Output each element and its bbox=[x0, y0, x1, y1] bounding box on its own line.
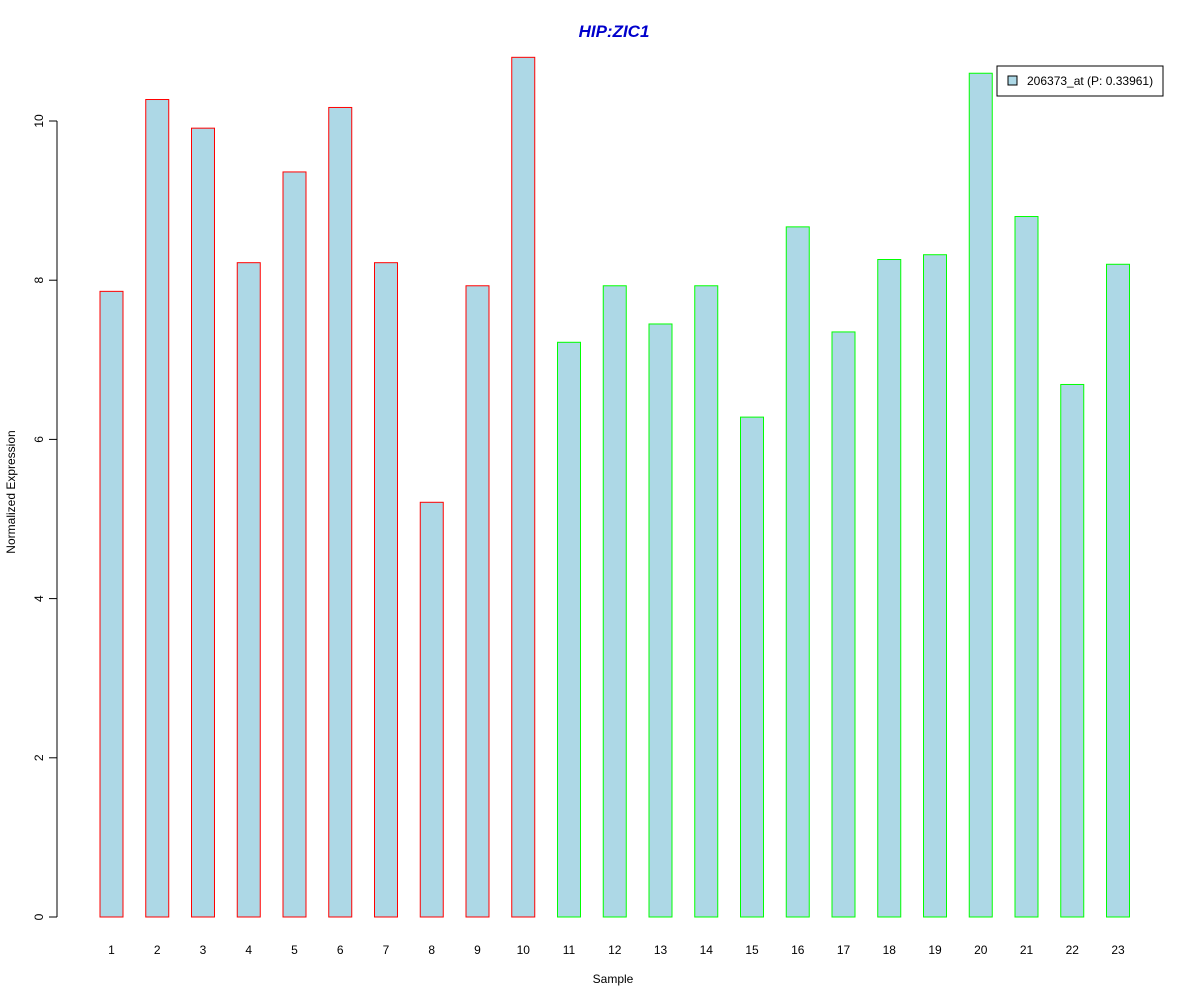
x-tick-label: 17 bbox=[837, 943, 851, 957]
x-tick-label: 6 bbox=[337, 943, 344, 957]
x-tick-label: 4 bbox=[245, 943, 252, 957]
bar-sample-14 bbox=[694, 285, 719, 918]
y-tick-label: 10 bbox=[32, 114, 46, 128]
bar-sample-7 bbox=[374, 262, 398, 918]
x-tick-label: 20 bbox=[974, 943, 988, 957]
bar-sample-10 bbox=[511, 56, 536, 918]
x-tick-label: 19 bbox=[928, 943, 942, 957]
legend-swatch bbox=[1007, 75, 1018, 86]
x-tick-label: 8 bbox=[428, 943, 435, 957]
bar-sample-9 bbox=[465, 285, 490, 918]
x-tick-label: 5 bbox=[291, 943, 298, 957]
bar-sample-11 bbox=[557, 341, 581, 918]
bar-sample-1 bbox=[99, 290, 124, 918]
bar-sample-15 bbox=[740, 416, 764, 918]
x-tick-label: 3 bbox=[200, 943, 207, 957]
bar-sample-18 bbox=[877, 259, 902, 918]
x-axis-label: Sample bbox=[593, 972, 634, 986]
x-tick-label: 15 bbox=[745, 943, 759, 957]
x-tick-label: 9 bbox=[474, 943, 481, 957]
x-tick-label: 16 bbox=[791, 943, 805, 957]
x-tick-labels: 1 2 3 4 5 6 7 8 9 10 11 12 13 14 15 16 17 18 19 20 21 22 23 bbox=[108, 943, 1125, 957]
bar-sample-5 bbox=[282, 171, 307, 918]
legend-box bbox=[996, 65, 1164, 97]
bar-sample-16 bbox=[785, 226, 810, 918]
x-tick-label: 1 bbox=[108, 943, 115, 957]
y-tick-label: 0 bbox=[32, 913, 46, 920]
x-tick-label: 11 bbox=[563, 943, 576, 957]
legend-series-label: 206373_at (P: 0.33961) bbox=[1027, 74, 1153, 88]
bar-sample-12 bbox=[602, 285, 627, 918]
x-tick-label: 14 bbox=[700, 943, 714, 957]
chart-title: HIP:ZIC1 bbox=[579, 22, 650, 41]
y-tick-label: 8 bbox=[32, 277, 46, 284]
bar-sample-22 bbox=[1060, 383, 1085, 918]
x-tick-label: 18 bbox=[883, 943, 897, 957]
y-tick-label: 4 bbox=[32, 595, 46, 602]
legend: 206373_at (P: 0.33961) bbox=[996, 65, 1164, 97]
bar-sample-17 bbox=[831, 331, 856, 918]
bar-sample-13 bbox=[648, 323, 673, 918]
y-axis-label: Normalized Expression bbox=[4, 430, 18, 553]
bar-sample-8 bbox=[419, 501, 444, 918]
y-tick-label: 6 bbox=[32, 436, 46, 443]
bar-sample-4 bbox=[236, 262, 261, 918]
bars bbox=[99, 56, 1130, 918]
x-tick-label: 2 bbox=[154, 943, 161, 957]
bar-sample-20 bbox=[968, 72, 993, 918]
bar-sample-6 bbox=[328, 106, 353, 918]
y-tick-label: 2 bbox=[32, 754, 46, 761]
x-tick-label: 23 bbox=[1111, 943, 1125, 957]
x-tick-label: 10 bbox=[517, 943, 531, 957]
bar-sample-23 bbox=[1106, 263, 1130, 918]
x-tick-label: 13 bbox=[654, 943, 668, 957]
x-tick-label: 7 bbox=[383, 943, 390, 957]
x-tick-label: 21 bbox=[1020, 943, 1034, 957]
x-tick-label: 22 bbox=[1066, 943, 1080, 957]
bar-sample-21 bbox=[1014, 216, 1039, 918]
x-tick-label: 12 bbox=[608, 943, 622, 957]
y-axis: 0 2 4 6 8 10 bbox=[32, 114, 58, 920]
bar-sample-19 bbox=[923, 254, 947, 918]
bar-sample-3 bbox=[191, 127, 215, 918]
bar-sample-2 bbox=[145, 99, 170, 918]
